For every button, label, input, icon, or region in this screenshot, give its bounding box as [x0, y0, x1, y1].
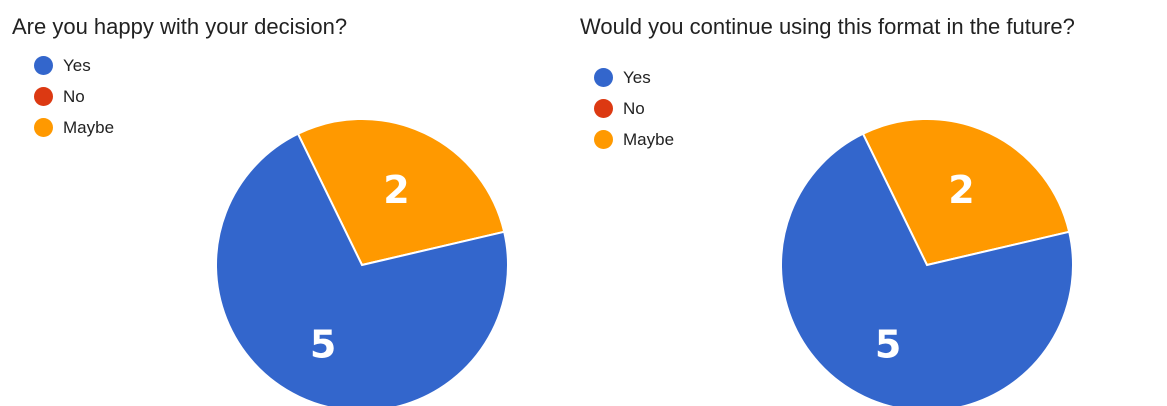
pie-chart-2: 25 — [780, 118, 1074, 406]
legend-label-maybe: Maybe — [623, 129, 675, 149]
slice-label-yes: 5 — [875, 322, 901, 366]
chart-title: Would you continue using this format in … — [580, 14, 1075, 39]
legend-item-maybe: Maybe — [594, 124, 674, 155]
slice-label-yes: 5 — [310, 322, 336, 366]
pie-chart-1: 25 — [215, 118, 509, 406]
legend-dot-yes — [34, 56, 53, 75]
chart-panel-2: Would you continue using this format in … — [570, 0, 1167, 406]
slice-label-maybe: 2 — [948, 168, 974, 212]
legend-item-no: No — [34, 81, 114, 112]
legend-dot-yes — [594, 68, 613, 87]
legend: Yes No Maybe — [594, 62, 674, 155]
legend-label-maybe: Maybe — [63, 117, 115, 137]
legend: Yes No Maybe — [34, 50, 114, 143]
legend-label-no: No — [63, 86, 85, 106]
legend-label-no: No — [623, 98, 645, 118]
legend-label-yes: Yes — [623, 67, 651, 87]
pie-slice-maybe — [861, 118, 1071, 267]
legend-item-yes: Yes — [34, 50, 114, 81]
chart-title: Are you happy with your decision? — [12, 14, 348, 39]
legend-item-yes: Yes — [594, 62, 674, 93]
pie-slice-yes — [780, 132, 1074, 406]
legend-dot-maybe — [34, 118, 53, 137]
legend-item-maybe: Maybe — [34, 112, 114, 143]
pie-slice-yes — [215, 132, 509, 406]
legend-item-no: No — [594, 93, 674, 124]
legend-label-yes: Yes — [63, 55, 91, 75]
slice-label-maybe: 2 — [383, 168, 409, 212]
chart-panel-1: Are you happy with your decision? Yes No… — [0, 0, 570, 406]
legend-dot-maybe — [594, 130, 613, 149]
legend-dot-no — [594, 99, 613, 118]
pie-slice-maybe — [296, 118, 506, 267]
legend-dot-no — [34, 87, 53, 106]
